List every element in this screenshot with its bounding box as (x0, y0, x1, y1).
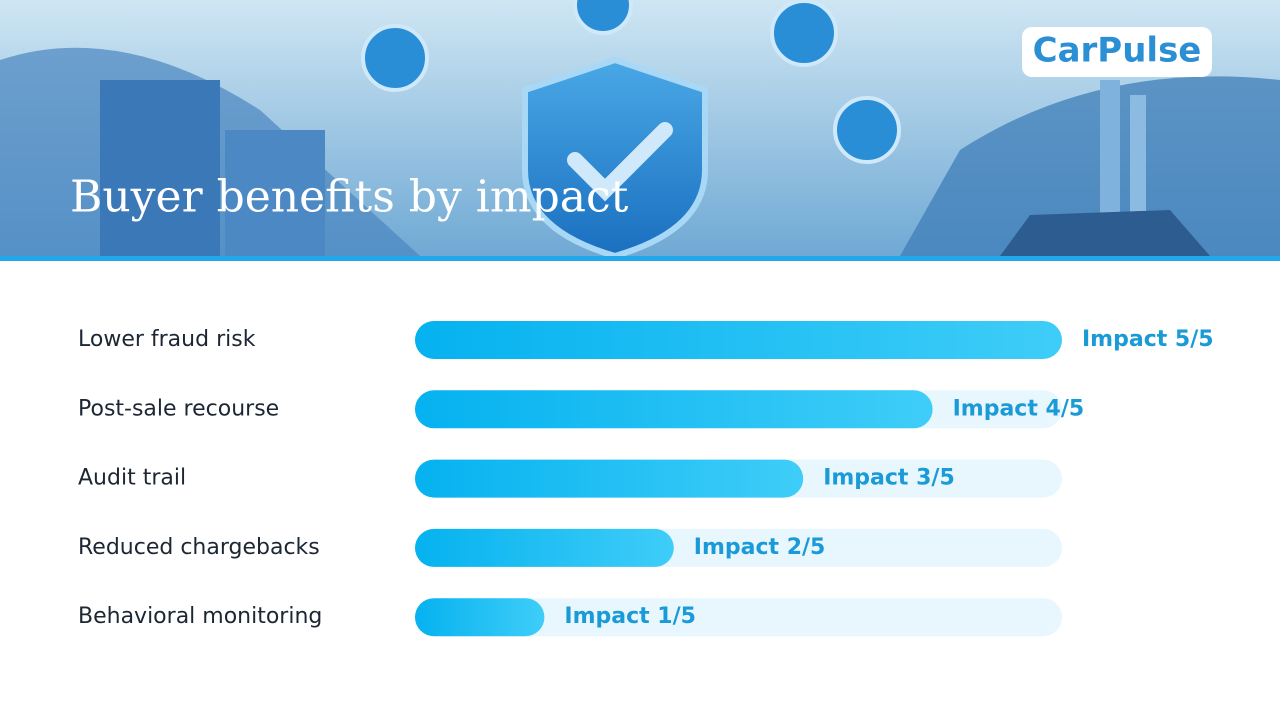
category-label: Audit trail (78, 466, 186, 491)
value-label: Impact 1/5 (564, 604, 696, 629)
category-label: Post-sale recourse (78, 396, 279, 421)
bar (415, 598, 545, 637)
category-label: Reduced chargebacks (78, 535, 320, 560)
value-label: Impact 2/5 (694, 535, 826, 560)
logo-box (1022, 27, 1212, 77)
bar (415, 459, 804, 498)
bar (415, 390, 933, 429)
chart-title: Buyer benefits by impact (70, 172, 629, 223)
bar (415, 528, 674, 567)
bar-track (415, 598, 1062, 637)
logo: CarPulse (1033, 31, 1202, 71)
value-label: Impact 4/5 (953, 396, 1085, 421)
value-label: Impact 3/5 (823, 466, 955, 491)
bar (415, 321, 1062, 359)
category-label: Behavioral monitoring (78, 604, 322, 629)
category-label: Lower fraud risk (78, 327, 256, 352)
value-label: Impact 5/5 (1082, 327, 1214, 352)
